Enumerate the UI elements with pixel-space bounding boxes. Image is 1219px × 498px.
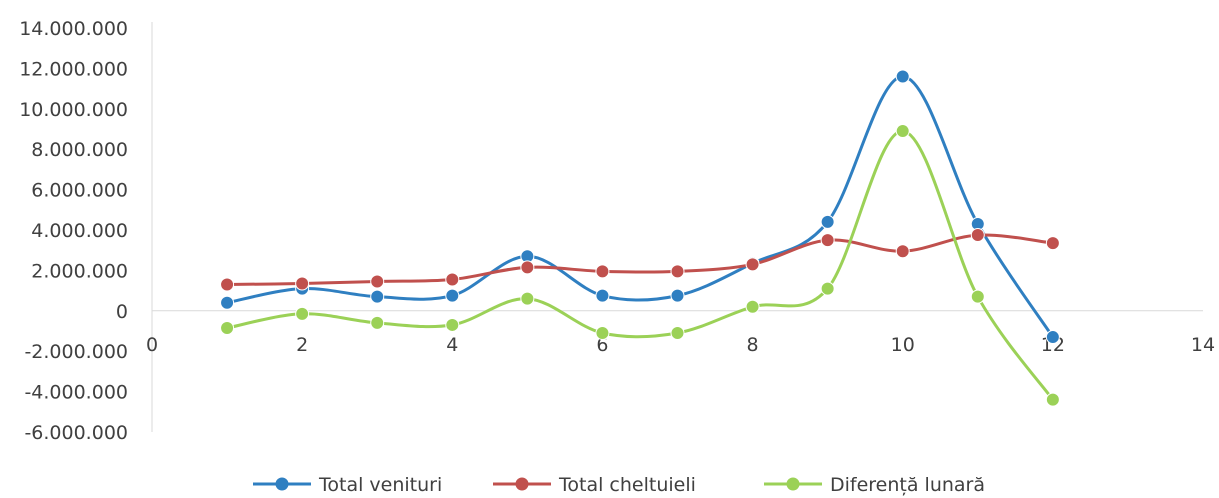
legend-marker	[786, 477, 800, 491]
legend-item: Total cheltuieli	[493, 474, 696, 496]
data-point	[445, 317, 460, 332]
data-point	[595, 264, 610, 279]
x-tick-label: 2	[296, 334, 308, 356]
data-point	[820, 233, 835, 248]
legend-item: Total venituri	[253, 474, 442, 496]
legend-label: Total cheltuieli	[558, 474, 696, 496]
data-point	[595, 288, 610, 303]
data-point	[220, 320, 235, 335]
data-point	[970, 289, 985, 304]
series-2	[220, 228, 1060, 292]
data-point	[970, 228, 985, 243]
series-1	[220, 69, 1060, 345]
data-point	[820, 214, 835, 229]
series-3	[220, 124, 1060, 407]
legend-label: Total venituri	[318, 474, 442, 496]
x-tick-label: 4	[446, 334, 458, 356]
x-tick-label: 8	[747, 334, 759, 356]
series-line	[225, 74, 1055, 339]
y-tick-label: 12.000.000	[19, 58, 128, 80]
data-point	[520, 291, 535, 306]
data-point	[220, 277, 235, 292]
data-point	[220, 295, 235, 310]
y-tick-label: 4.000.000	[31, 220, 128, 242]
legend-label: Diferență lunară	[830, 474, 985, 496]
data-point	[1045, 236, 1060, 251]
data-point	[670, 264, 685, 279]
legend-item: Diferență lunară	[764, 474, 985, 496]
data-point	[1045, 330, 1060, 345]
data-point	[745, 257, 760, 272]
y-tick-label: -6.000.000	[24, 422, 128, 444]
data-point	[295, 306, 310, 321]
x-tick-label: 14	[1191, 334, 1215, 356]
data-point	[370, 274, 385, 289]
chart-legend: Total venituri Total cheltuieli Diferență …	[253, 474, 985, 496]
data-point	[445, 272, 460, 287]
x-tick-label: 0	[146, 334, 158, 356]
data-point	[1045, 392, 1060, 407]
data-point	[370, 289, 385, 304]
data-point	[895, 244, 910, 259]
data-point	[370, 315, 385, 330]
x-tick-label: 10	[891, 334, 915, 356]
data-point	[445, 288, 460, 303]
data-point	[670, 326, 685, 341]
y-tick-label: 10.000.000	[19, 99, 128, 121]
series-line	[225, 129, 1055, 402]
data-point	[895, 124, 910, 139]
legend-marker	[515, 477, 529, 491]
data-point	[595, 326, 610, 341]
y-tick-label: 2.000.000	[31, 260, 128, 282]
chart-axes: 14.000.000 12.000.000 10.000.000 8.000.000 6…	[19, 18, 1215, 444]
y-tick-label: 8.000.000	[31, 139, 128, 161]
series-line	[225, 233, 1055, 286]
legend-marker	[275, 477, 289, 491]
y-tick-label: -2.000.000	[24, 341, 128, 363]
data-point	[520, 260, 535, 275]
data-point	[745, 299, 760, 314]
data-point	[895, 69, 910, 84]
chart-series-layer	[220, 69, 1060, 407]
data-point	[820, 281, 835, 296]
data-point	[295, 276, 310, 291]
y-tick-label: 0	[116, 301, 128, 323]
y-tick-label: 6.000.000	[31, 180, 128, 202]
y-tick-label: 14.000.000	[19, 18, 128, 40]
data-point	[670, 288, 685, 303]
y-tick-label: -4.000.000	[24, 382, 128, 404]
